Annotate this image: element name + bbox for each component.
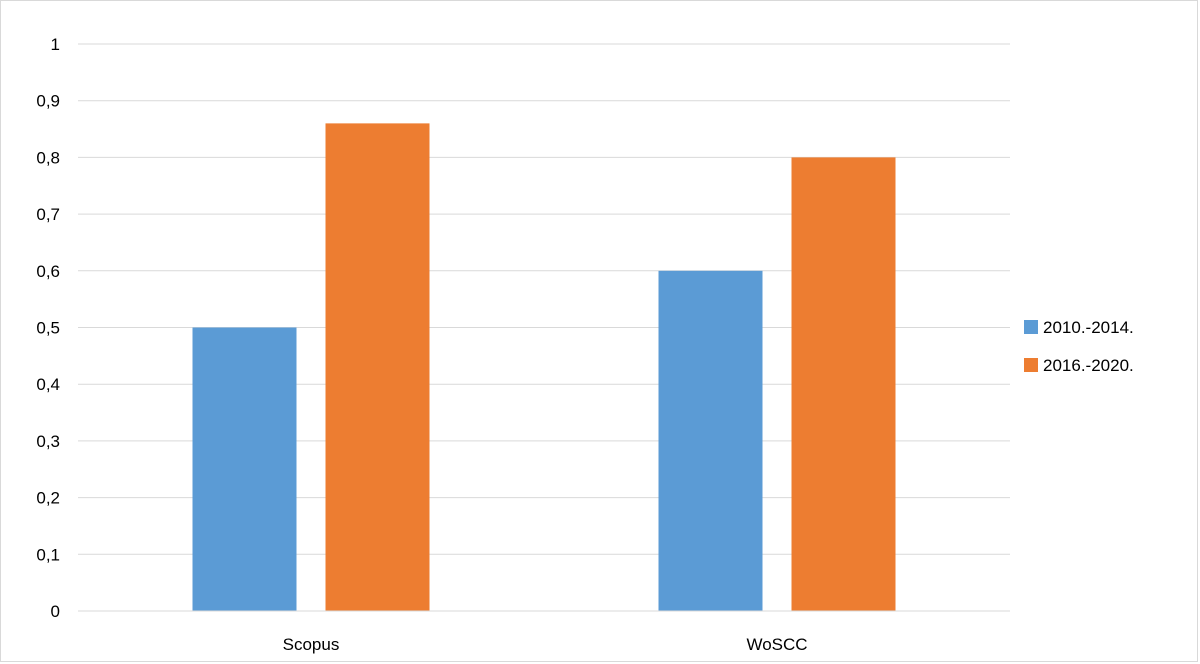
y-tick-label: 0,1 bbox=[36, 545, 60, 564]
y-tick-label: 0 bbox=[51, 602, 60, 621]
y-tick-label: 0,6 bbox=[36, 262, 60, 281]
y-tick-label: 0,9 bbox=[36, 92, 60, 111]
legend: 2010.-2014. 2016.-2020. bbox=[1024, 318, 1134, 375]
x-tick-label: Scopus bbox=[283, 635, 340, 654]
y-tick-label: 0,8 bbox=[36, 148, 60, 167]
y-tick-label: 0,7 bbox=[36, 205, 60, 224]
y-tick-label: 0,5 bbox=[36, 319, 60, 338]
y-tick-label: 0,3 bbox=[36, 432, 60, 451]
legend-label: 2016.-2020. bbox=[1043, 356, 1134, 375]
bar-woscc-series-1 bbox=[658, 270, 763, 611]
x-tick-label: WoSCC bbox=[746, 635, 807, 654]
legend-swatch bbox=[1024, 358, 1038, 372]
legend-swatch bbox=[1024, 320, 1038, 334]
legend-label: 2010.-2014. bbox=[1043, 318, 1134, 337]
y-tick-label: 0,2 bbox=[36, 489, 60, 508]
y-tick-label: 0,4 bbox=[36, 375, 60, 394]
bar-scopus-series-2 bbox=[325, 123, 430, 611]
bars bbox=[192, 123, 896, 611]
bar-scopus-series-1 bbox=[192, 327, 297, 611]
bar-woscc-series-2 bbox=[791, 157, 896, 611]
y-tick-label: 1 bbox=[51, 35, 60, 54]
axes: 0 0,1 0,2 0,3 0,4 0,5 0,6 0,7 0,8 0,9 1 Scopus WoSCC bbox=[36, 35, 1010, 654]
